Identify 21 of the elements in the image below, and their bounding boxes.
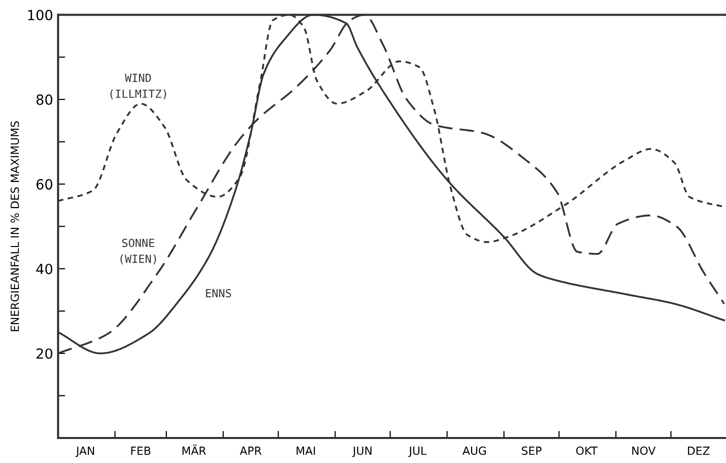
x-tick-label: MÄR [182,444,206,455]
y-tick-label: 40 [36,264,52,274]
x-tick-label: SEP [522,446,542,455]
y-axis-title: ENERGIEANFALL IN % DES MAXIMUMS [10,121,19,332]
x-tick-label: APR [240,446,262,455]
series-label: SONNE (WIEN) [120,238,156,264]
x-tick-label: DEZ [688,446,710,455]
y-tick-label: 20 [36,348,52,359]
series-label: ENNS [206,288,232,298]
y-tick-label: 60 [36,179,52,190]
x-tick-label: AUG [462,446,486,455]
y-tick-label: 100 [28,10,52,20]
x-tick-label: JUN [352,446,372,457]
x-tick-label: NOV [632,446,656,455]
y-tick-label: 80 [36,94,52,105]
x-tick-label: MAI [296,446,315,455]
series-label: WIND (ILLMITZ) [110,74,166,100]
x-tick-label: OKT [576,446,598,455]
x-tick-label: JAN [76,446,94,457]
x-tick-label: JUL [408,446,426,457]
x-tick-label: FEB [131,446,150,455]
